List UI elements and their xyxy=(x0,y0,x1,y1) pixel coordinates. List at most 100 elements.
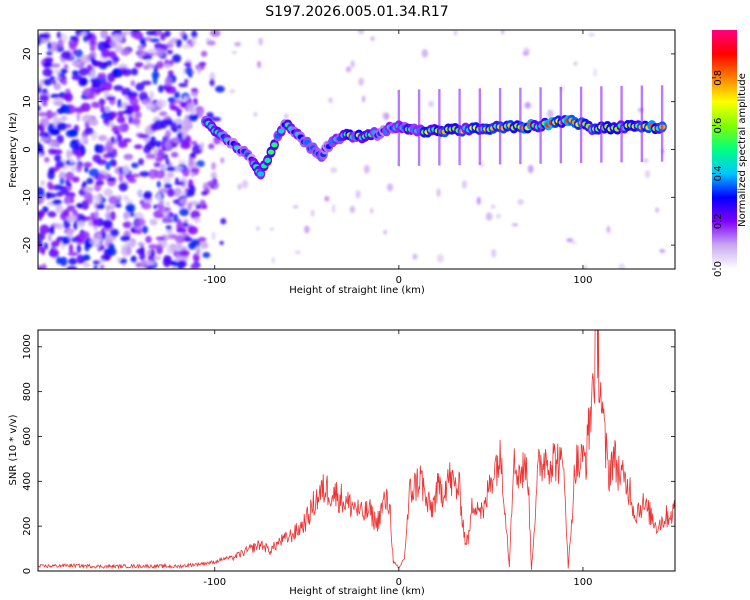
spectrogram-noise-blob xyxy=(593,68,597,77)
spectrogram-noise-blob xyxy=(129,212,136,217)
colorbar: 0.0 0.2 0.4 0.6 0.8 Normalized spectral ampl… xyxy=(712,30,748,277)
spectrogram-noise-blob xyxy=(146,48,157,54)
spectrogram-noise-blob xyxy=(53,82,61,91)
spectrogram-noise-blob xyxy=(46,51,53,56)
spectrogram-noise-blob xyxy=(97,60,103,66)
spectrogram-noise-blob xyxy=(43,78,52,86)
spectrogram-noise-blob xyxy=(47,181,53,190)
spectrogram-noise-blob xyxy=(178,83,188,88)
spectrogram-noise-blob xyxy=(105,205,111,212)
spectrogram-noise-blob xyxy=(56,76,61,81)
spectrogram-noise-blob xyxy=(76,243,82,254)
spectrogram-noise-blob xyxy=(182,166,190,177)
spectrogram-noise-blob xyxy=(91,80,102,89)
spectrogram-noise-blob xyxy=(116,69,123,77)
spectrogram-noise-blob xyxy=(79,77,88,86)
spectrogram-noise-blob xyxy=(71,74,82,81)
spectrogram-noise-blob xyxy=(256,60,262,68)
spectrogram-noise-blob xyxy=(141,80,152,86)
spectrogram-noise-blob xyxy=(38,264,43,269)
spectrogram-noise-blob xyxy=(202,251,211,258)
spectrogram-noise-blob xyxy=(38,194,45,204)
spectrogram-noise-blob xyxy=(38,112,48,117)
spectrogram-noise-blob xyxy=(90,57,96,64)
spectrogram-noise-blob xyxy=(81,255,90,262)
spectrogram-noise-blob xyxy=(149,219,158,226)
spectrogram-noise-blob xyxy=(100,30,109,39)
spectrogram-noise-blob xyxy=(60,50,72,60)
spectrogram-noise-blob xyxy=(219,240,224,245)
spectrogram-noise-blob xyxy=(152,148,159,155)
spectrogram-noise-blob xyxy=(130,162,139,169)
spectrogram-noise-blob xyxy=(154,255,162,261)
spectrogram-noise-blob xyxy=(59,92,66,97)
spectrogram-noise-blob xyxy=(137,44,144,52)
spectrogram-noise-blob xyxy=(209,71,216,82)
spectrogram-noise-blob xyxy=(49,225,55,231)
spectrogram-noise-blob xyxy=(202,182,210,191)
spectrogram-noise-blob xyxy=(103,116,110,126)
x-tick-label: 0 xyxy=(396,275,402,286)
spectrogram-noise-blob xyxy=(80,31,87,37)
spectrogram-noise-blob xyxy=(164,30,171,38)
spectrogram-noise-blob xyxy=(350,60,355,68)
spectrogram-noise-blob xyxy=(86,177,94,185)
spectrogram-streak xyxy=(559,86,563,164)
spectrogram-noise-blob xyxy=(39,117,50,127)
x-tick-label: -100 xyxy=(203,577,226,588)
spectrogram-noise-blob xyxy=(135,218,146,227)
y-tick-label: 1000 xyxy=(22,334,33,359)
y-tick-label: 600 xyxy=(22,427,33,446)
spectrogram-noise-blob xyxy=(169,243,175,251)
spectrogram-noise-blob xyxy=(83,161,93,168)
spectrogram-noise-blob xyxy=(65,129,75,138)
spectrogram-noise-blob xyxy=(134,225,142,230)
spectrogram-noise-blob xyxy=(69,158,75,164)
spectrogram-noise-blob xyxy=(43,62,53,67)
y-tick-label: 0 xyxy=(22,146,33,152)
spectrogram-noise-blob xyxy=(138,134,150,139)
spectrogram-noise-blob xyxy=(208,143,215,150)
spectrogram-streak xyxy=(539,87,542,164)
spectrogram-noise-blob xyxy=(142,192,152,200)
spectrogram-noise-blob xyxy=(228,89,236,94)
spectrogram-noise-blob xyxy=(123,195,129,201)
spectrogram-noise-blob xyxy=(271,257,275,264)
spectrogram-noise-blob xyxy=(165,166,176,172)
spectrogram-noise-blob xyxy=(172,165,183,172)
spectrogram-noise-blob xyxy=(57,38,64,49)
spectrogram-noise-blob xyxy=(89,44,96,52)
spectrogram-noise-blob xyxy=(118,182,128,192)
spectrogram-noise-blob xyxy=(193,97,198,106)
spectrogram-noise-blob xyxy=(139,199,145,205)
spectrogram-noise-blob xyxy=(100,254,110,261)
spectrogram-noise-blob xyxy=(110,228,119,237)
spectrogram-noise-blob xyxy=(156,180,161,188)
spectrogram-noise-blob xyxy=(176,111,182,117)
spectrogram-noise-blob xyxy=(190,172,195,177)
spectrogram-noise-blob xyxy=(118,172,124,183)
spectrogram-noise-blob xyxy=(69,196,75,204)
spectrogram-noise-blob xyxy=(38,152,42,158)
spectrogram-noise-blob xyxy=(126,245,132,256)
spectrogram-noise-blob xyxy=(173,213,179,223)
spectrogram-noise-blob xyxy=(258,37,264,46)
y-tick-label: 20 xyxy=(22,48,33,61)
spectrogram-noise-blob xyxy=(167,70,174,76)
spectrogram-noise-blob xyxy=(588,33,595,37)
spectrogram-noise-blob xyxy=(96,203,106,210)
spectrogram-noise-blob xyxy=(573,61,578,66)
spectrogram-noise-blob xyxy=(95,180,105,186)
spectrogram-noise-field xyxy=(38,30,666,269)
spectrogram-noise-blob xyxy=(94,194,102,204)
spectrogram-noise-blob xyxy=(190,140,198,146)
spectrogram-streak xyxy=(620,85,623,163)
spectrogram-noise-blob xyxy=(156,61,164,69)
spectrogram-noise-blob xyxy=(153,204,158,210)
spectrogram-noise-blob xyxy=(200,50,208,57)
spectrogram-noise-blob xyxy=(58,171,66,181)
spectrogram-noise-blob xyxy=(170,151,179,158)
spectrogram-noise-blob xyxy=(99,244,105,251)
spectrogram-noise-blob xyxy=(186,102,195,113)
spectrogram-noise-blob xyxy=(71,176,80,183)
